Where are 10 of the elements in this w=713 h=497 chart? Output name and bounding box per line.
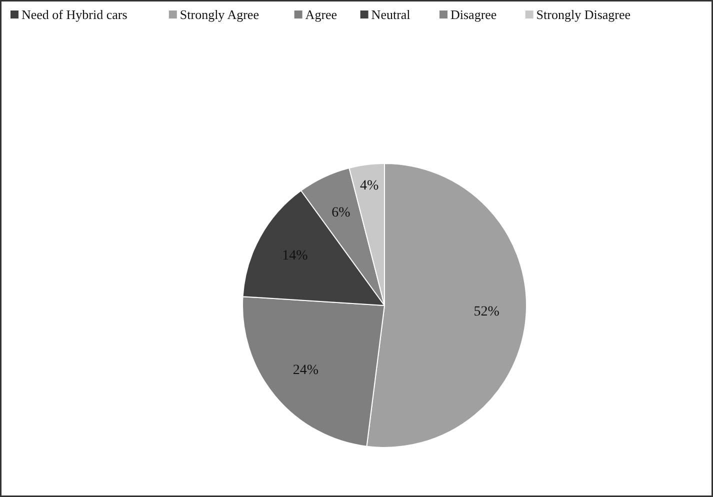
- legend-label: Disagree: [450, 7, 497, 22]
- text: 52%: [474, 304, 500, 320]
- text: 6%: [332, 205, 350, 220]
- legend-label: Neutral: [371, 7, 411, 22]
- legend-label: Strongly Agree: [180, 7, 260, 22]
- text: 4%: [360, 178, 379, 194]
- legend-label: Strongly Disagree: [536, 7, 631, 22]
- legend-label: Agree: [305, 7, 338, 22]
- legend-label: Need of Hybrid cars: [22, 7, 128, 22]
- text: 24%: [292, 363, 319, 378]
